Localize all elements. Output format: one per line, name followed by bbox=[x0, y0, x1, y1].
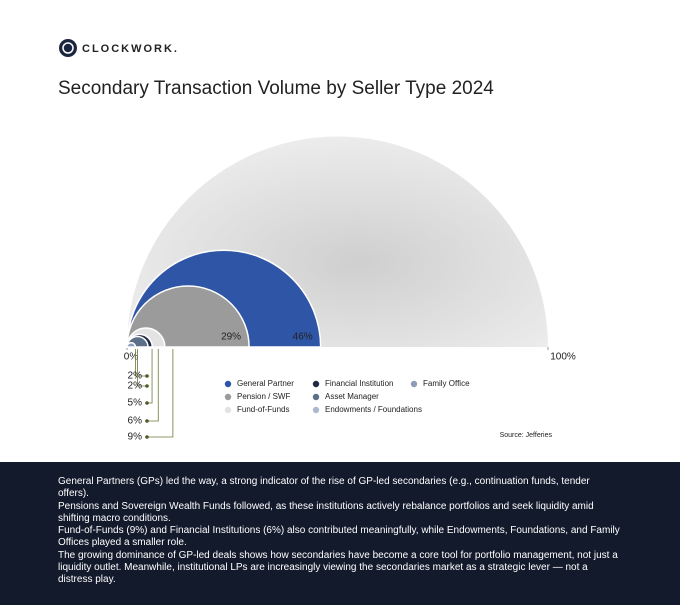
source: Source: Jefferies bbox=[500, 432, 553, 439]
logo-icon bbox=[59, 39, 77, 57]
brand: CLOCKWORK. bbox=[82, 43, 179, 55]
value-label: 5% bbox=[128, 398, 143, 409]
legend-label: Asset Manager bbox=[325, 392, 379, 401]
legend-swatch bbox=[312, 406, 320, 414]
value-label: 2% bbox=[128, 371, 143, 382]
legend-swatch bbox=[312, 393, 320, 401]
chart: CLOCKWORK. Secondary Transaction Volume … bbox=[58, 39, 576, 443]
legend-label: Endowments / Foundations bbox=[325, 405, 422, 414]
note: Pensions and Sovereign Wealth Funds foll… bbox=[58, 500, 594, 524]
legend-label: Pension / SWF bbox=[237, 392, 290, 401]
legend-swatch bbox=[224, 393, 232, 401]
value-label: 6% bbox=[128, 416, 143, 427]
x-tick-label: 0% bbox=[124, 352, 139, 363]
legend-swatch bbox=[312, 380, 320, 388]
leader-dot bbox=[145, 419, 149, 423]
chart-title: Secondary Transaction Volume by Seller T… bbox=[58, 78, 494, 99]
leader-dot bbox=[145, 374, 149, 378]
value-label: 29% bbox=[221, 332, 241, 343]
leader-dot bbox=[145, 401, 149, 405]
legend-swatch bbox=[224, 406, 232, 414]
legend-label: General Partner bbox=[237, 379, 294, 388]
value-label: 46% bbox=[293, 332, 313, 343]
logo-icon-ring bbox=[62, 42, 74, 54]
x-tick-label: 100% bbox=[550, 352, 576, 363]
leader-line bbox=[137, 349, 147, 387]
value-label: 2% bbox=[128, 381, 143, 392]
legend-label: Financial Institution bbox=[325, 379, 393, 388]
note: Fund-of-Funds (9%) and Financial Institu… bbox=[58, 525, 620, 549]
legend-swatch bbox=[224, 380, 232, 388]
leader-line bbox=[147, 349, 159, 422]
legend-label: Fund-of-Funds bbox=[237, 405, 289, 414]
note: The growing dominance of GP-led deals sh… bbox=[58, 549, 618, 586]
legend-label: Family Office bbox=[423, 379, 470, 388]
leader-dot bbox=[145, 435, 149, 439]
semicircle bbox=[126, 342, 137, 348]
note: General Partners (GPs) led the way, a st… bbox=[58, 476, 590, 500]
leader-dot bbox=[145, 384, 149, 388]
leader-line bbox=[135, 349, 147, 377]
legend-swatch bbox=[410, 380, 418, 388]
leader-line bbox=[147, 349, 174, 438]
value-label: 9% bbox=[128, 432, 143, 443]
notes: General Partners (GPs) led the way, a st… bbox=[0, 462, 680, 605]
